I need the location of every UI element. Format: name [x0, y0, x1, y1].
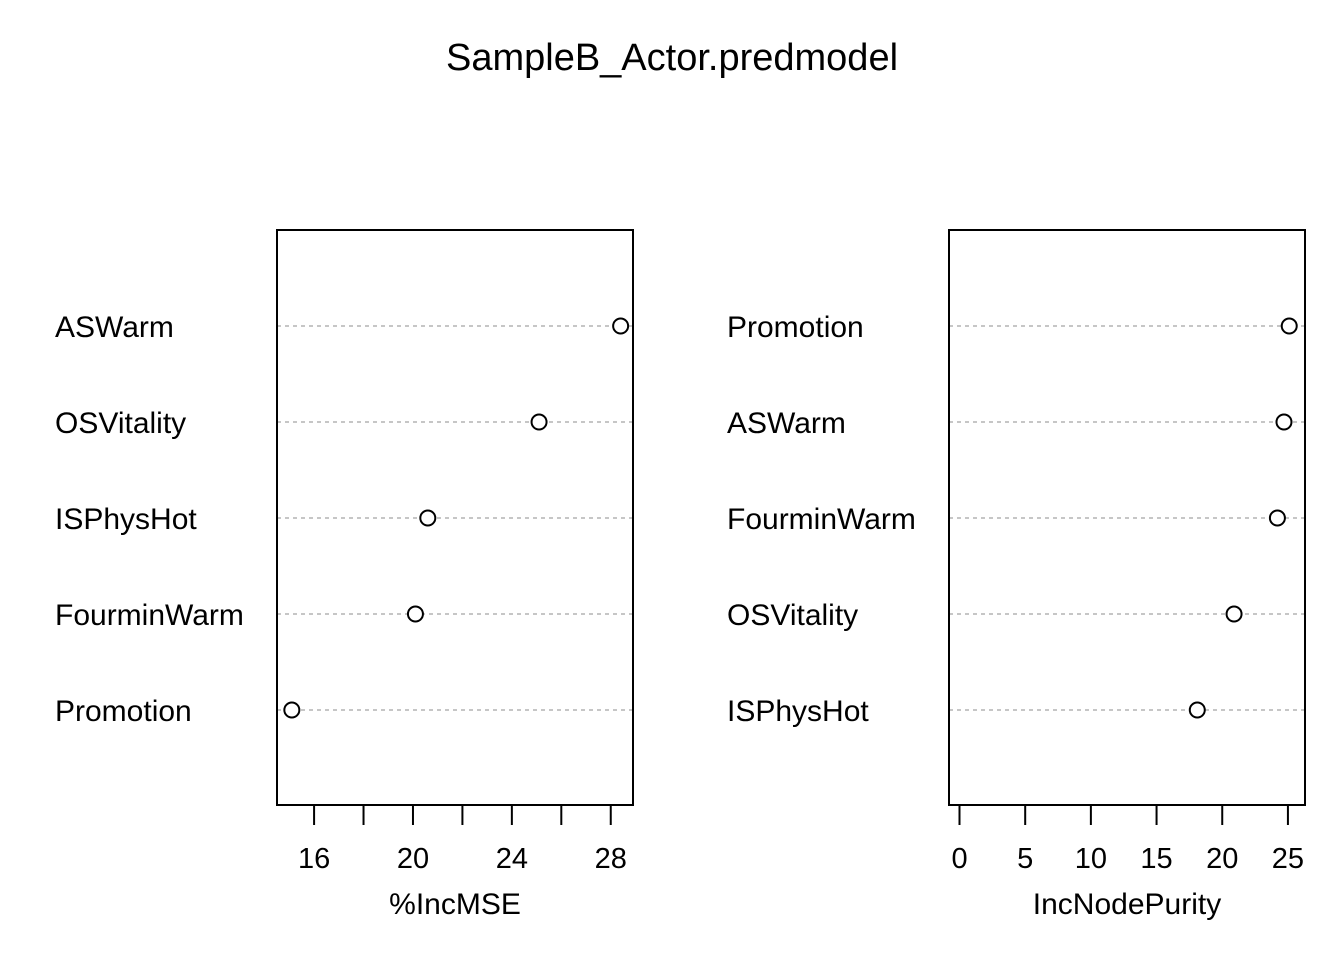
data-point — [612, 317, 630, 335]
x-tick-label: 16 — [298, 843, 330, 875]
category-label: ISPhysHot — [55, 503, 197, 536]
x-axis-label: IncNodePurity — [1033, 888, 1221, 921]
category-label: FourminWarm — [727, 503, 916, 536]
category-label: FourminWarm — [55, 599, 244, 632]
category-label: ASWarm — [55, 311, 174, 344]
category-label: Promotion — [727, 311, 864, 344]
data-point — [1188, 701, 1206, 719]
data-point — [1225, 605, 1243, 623]
data-point — [406, 605, 424, 623]
data-point — [1280, 317, 1298, 335]
data-point — [530, 413, 548, 431]
data-point — [283, 701, 301, 719]
x-tick-label: 20 — [397, 843, 429, 875]
panel-inc-node-purity: Promotion ASWarm FourminWarm OSVitality ISPh… — [727, 229, 1306, 921]
data-point — [1275, 413, 1293, 431]
panel-inc-mse: ASWarm OSVitality ISPhysHot FourminWarm Prom… — [55, 229, 634, 921]
x-axis-label: %IncMSE — [389, 888, 521, 921]
x-tick-label: 15 — [1140, 843, 1172, 875]
category-label: Promotion — [55, 695, 192, 728]
x-tick-label: 10 — [1075, 843, 1107, 875]
category-label: ASWarm — [727, 407, 846, 440]
data-point — [1268, 509, 1286, 527]
x-tick-label: 0 — [951, 843, 967, 875]
chart-title: SampleB_Actor.predmodel — [446, 37, 898, 79]
category-label: ISPhysHot — [727, 695, 869, 728]
category-label: OSVitality — [727, 599, 858, 632]
x-tick-label: 25 — [1272, 843, 1304, 875]
x-tick-label: 20 — [1206, 843, 1238, 875]
x-tick-label: 28 — [595, 843, 627, 875]
data-point — [419, 509, 437, 527]
x-tick-label: 5 — [1017, 843, 1033, 875]
category-label: OSVitality — [55, 407, 186, 440]
x-tick-label: 24 — [496, 843, 528, 875]
